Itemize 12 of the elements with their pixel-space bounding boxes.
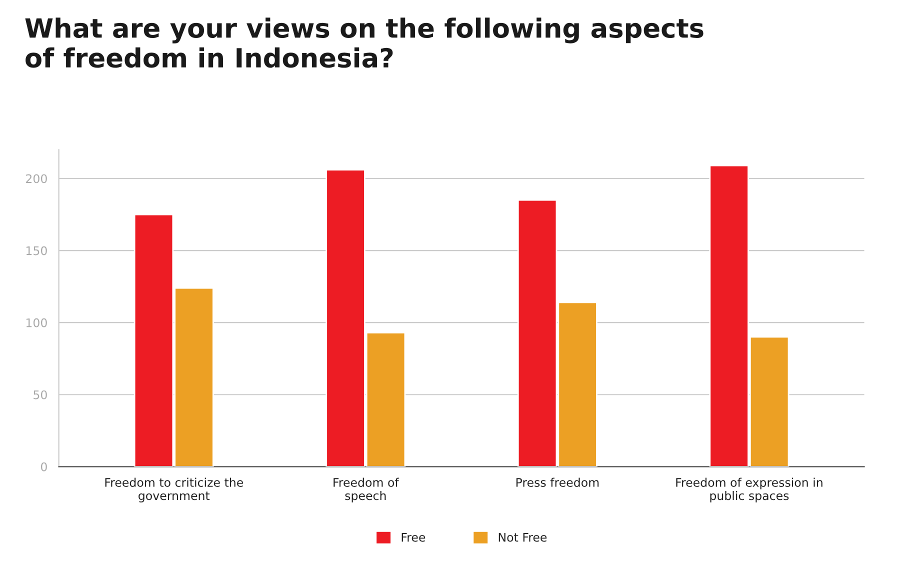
x-tick-label: Freedom to criticize the government	[105, 478, 244, 502]
x-tick-label: Press freedom	[516, 478, 599, 487]
legend-label: Free	[402, 532, 426, 542]
y-tick-label: 100	[26, 318, 47, 328]
x-tick-label: Freedom of expression in public spaces	[676, 478, 822, 502]
legend-label: Not Free	[498, 532, 547, 542]
y-tick-label: 150	[26, 246, 47, 256]
y-tick-label: 0	[40, 462, 47, 472]
y-tick-label: 200	[26, 174, 47, 184]
x-tick-label: Freedom of speech	[334, 478, 400, 502]
chart-title: What are your views on the following aspects of freedom in Indonesia?	[25, 18, 704, 68]
y-tick-label: 50	[34, 390, 47, 400]
